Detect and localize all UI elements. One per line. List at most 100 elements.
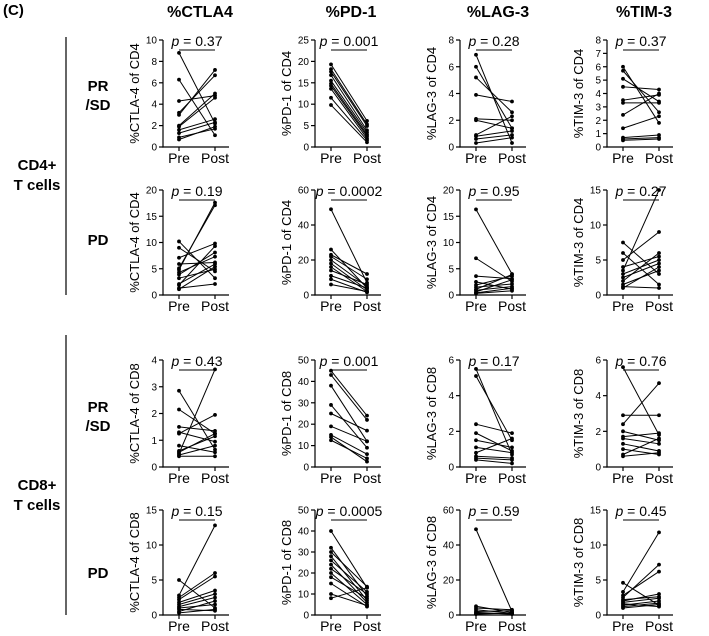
point-pre — [621, 64, 625, 69]
y-tick-label: 6 — [151, 78, 157, 89]
pair-line — [330, 254, 368, 275]
y-axis-title: %LAG-3 of CD4 — [424, 196, 439, 289]
point-pre — [621, 422, 625, 427]
y-tick-label: 6 — [595, 356, 601, 367]
pair-line — [475, 209, 513, 275]
y-tick-label: 10 — [146, 36, 158, 47]
plot-cd8-prsd-tim3: 0 2 4 6 Pre Post %TIM-3 of CD8 p = 0.76 — [571, 353, 673, 486]
pair-line — [475, 459, 513, 464]
point-post — [657, 121, 661, 125]
pair-line — [475, 275, 513, 286]
y-tick-label: 0 — [448, 463, 454, 474]
y-tick-label: 20 — [298, 569, 310, 580]
point-pre — [177, 597, 181, 602]
point-post — [510, 99, 514, 104]
point-post — [657, 562, 661, 567]
y-tick-label: 0 — [448, 291, 454, 302]
point-post — [657, 431, 661, 436]
y-tick-label: 20 — [146, 186, 158, 197]
point-post — [657, 602, 661, 607]
pair-line — [622, 115, 660, 129]
point-pre — [329, 383, 333, 388]
pair-line — [622, 452, 660, 457]
point-post — [657, 413, 661, 418]
x-label-post: Post — [201, 470, 229, 486]
point-pre — [177, 262, 181, 266]
pair-line — [178, 256, 216, 273]
point-pre — [474, 141, 478, 145]
group-label-cd8-line2: T cells — [14, 497, 61, 514]
plot-cd4-pd-pd1: 0 20 40 60 Pre Post %PD-1 of CD4 p = 0.0002 — [279, 183, 382, 314]
y-axis-title: %TIM-3 of CD8 — [571, 518, 586, 608]
point-pre — [329, 596, 333, 601]
pair-line — [178, 590, 216, 603]
point-pre — [474, 75, 478, 80]
pair-line — [178, 597, 216, 608]
pair-line — [178, 414, 216, 435]
point-pre — [329, 247, 333, 252]
pair-line — [475, 130, 513, 137]
y-tick-label: 0 — [151, 291, 157, 302]
point-post — [213, 244, 217, 249]
subgroup-label-cd8-pd: PD — [88, 565, 109, 582]
pair-line — [622, 432, 660, 438]
y-axis-title: %PD-1 of CD8 — [279, 371, 294, 456]
p-value-label: p = 0.0005 — [315, 503, 383, 519]
point-pre — [474, 527, 478, 532]
pair-line — [622, 600, 660, 606]
pair-line — [475, 455, 513, 459]
pair-line — [330, 275, 368, 289]
pair-line — [622, 602, 660, 608]
point-post — [510, 135, 514, 140]
point-post — [213, 264, 217, 269]
pair-line — [330, 209, 368, 283]
point-pre — [621, 126, 625, 131]
pair-line — [330, 263, 368, 291]
pair-line — [475, 137, 513, 144]
point-post — [213, 241, 217, 246]
y-tick-label: 0 — [303, 463, 309, 474]
p-value-label: p = 0.0002 — [315, 183, 383, 199]
point-pre — [621, 272, 625, 276]
y-tick-label: 2 — [595, 116, 601, 127]
point-post — [657, 569, 661, 574]
point-pre — [621, 68, 625, 73]
y-tick-label: 1 — [151, 436, 157, 447]
pair-line — [178, 79, 216, 136]
x-label-pre: Pre — [168, 618, 190, 634]
y-tick-label: 50 — [298, 356, 310, 367]
pair-line — [330, 374, 368, 421]
x-label-post: Post — [645, 150, 673, 166]
point-post — [510, 141, 514, 145]
point-pre — [621, 580, 625, 585]
point-post — [657, 87, 661, 92]
pair-line — [622, 604, 660, 609]
pair-line — [330, 284, 368, 292]
point-post — [365, 596, 369, 601]
point-pre — [474, 279, 478, 284]
x-label-post: Post — [353, 470, 381, 486]
pair-line — [622, 597, 660, 603]
point-post — [510, 126, 514, 131]
y-tick-label: 0 — [595, 611, 601, 622]
pair-line — [622, 86, 660, 90]
y-axis-title: %LAG-3 of CD8 — [424, 367, 439, 460]
point-pre — [474, 612, 478, 617]
x-label-pre: Pre — [612, 298, 634, 314]
plot-cd8-prsd-lag3: 0 2 4 6 Pre Post %LAG-3 of CD8 p = 0.17 — [424, 353, 526, 486]
point-post — [213, 282, 217, 286]
point-pre — [621, 286, 625, 290]
pair-line — [178, 525, 216, 596]
point-post — [510, 114, 514, 119]
y-tick-label: 4 — [595, 89, 601, 100]
pair-line — [475, 438, 513, 454]
y-axis-title: %PD-1 of CD4 — [279, 200, 294, 285]
x-label-post: Post — [498, 150, 526, 166]
x-label-post: Post — [498, 618, 526, 634]
point-post — [657, 91, 661, 96]
y-tick-label: 2 — [151, 121, 157, 132]
y-tick-label: 50 — [298, 506, 310, 517]
y-tick-label: 8 — [448, 36, 454, 47]
y-tick-label: 5 — [595, 576, 601, 587]
point-post — [657, 254, 661, 259]
